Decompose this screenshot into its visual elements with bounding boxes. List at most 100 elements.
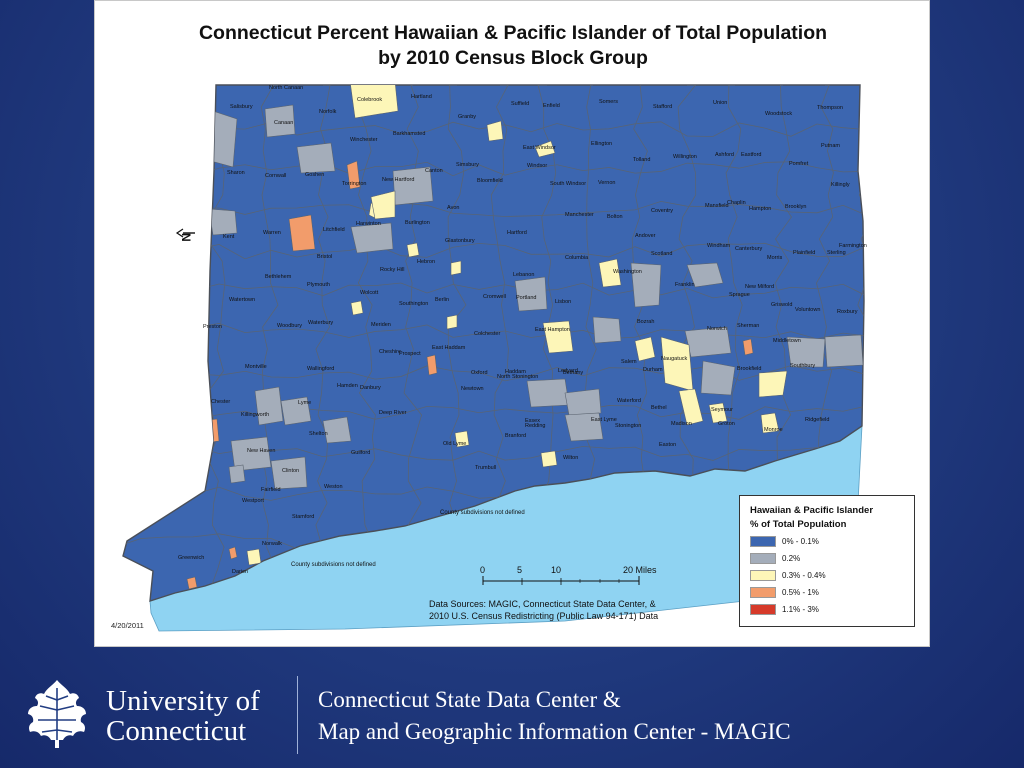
town-label: Essex: [525, 418, 540, 424]
town-label: Canton: [425, 168, 443, 174]
scale-bar: 0 5 10 20 Miles: [480, 565, 657, 585]
town-label: Harwinton: [356, 221, 381, 227]
block-group: [486, 120, 504, 142]
town-label: Avon: [447, 205, 459, 211]
town-label: Hebron: [417, 259, 435, 265]
block-group: [450, 260, 462, 276]
footer-center-line2: Map and Geographic Information Center - …: [318, 719, 791, 744]
town-label: Weston: [324, 484, 343, 490]
town-label: Bethel: [651, 405, 667, 411]
block-group: [406, 242, 420, 258]
town-label: Sherman: [737, 323, 759, 329]
town-label: Bolton: [607, 214, 623, 220]
footer-divider: [297, 676, 298, 754]
town-label: Hamden: [337, 383, 358, 389]
town-label: Sterling: [827, 250, 846, 256]
town-label: Woodbury: [277, 323, 302, 329]
block-group: [630, 262, 662, 308]
town-label: Watertown: [229, 297, 255, 303]
town-label: Brookfield: [737, 366, 761, 372]
town-label: Litchfield: [323, 227, 345, 233]
legend-title-line2: % of Total Population: [750, 519, 847, 530]
town-label: Easton: [659, 442, 676, 448]
town-label: East Hampton: [535, 327, 570, 333]
block-group: [246, 548, 262, 566]
block-group: [760, 412, 780, 434]
block-group: [454, 430, 470, 448]
map-legend: Hawaiian & Pacific Islander % of Total P…: [739, 495, 915, 627]
town-label: Granby: [458, 114, 476, 120]
map-overlay: [123, 85, 864, 601]
town-label: Eastford: [741, 152, 761, 158]
town-label: Berlin: [435, 297, 449, 303]
town-label: East Lyme: [591, 417, 617, 423]
block-group: [350, 222, 394, 254]
town-label: Norfolk: [319, 109, 337, 115]
town-label: Branford: [505, 433, 526, 439]
block-group: [592, 316, 622, 344]
block-group: [288, 214, 316, 252]
town-label: Darien: [232, 569, 248, 575]
town-label: Preston: [203, 324, 222, 330]
town-label: East Windsor: [523, 145, 556, 151]
town-label: Redding: [525, 423, 546, 429]
town-label: Voluntown: [795, 307, 820, 313]
note-subdivisions-2: County subdivisions not defined: [291, 562, 376, 568]
town-label: Thompson: [817, 105, 843, 111]
town-label: Hartland: [411, 94, 432, 100]
town-label: New Hartford: [382, 177, 414, 183]
town-label: Coventry: [651, 208, 673, 214]
block-group: [534, 140, 556, 158]
town-label: Seymour: [711, 407, 733, 413]
legend-label: 0.3% - 0.4%: [782, 570, 826, 580]
town-label: Cornwall: [265, 173, 286, 179]
town-label: Hampton: [749, 206, 771, 212]
town-label: Canaan: [274, 120, 293, 126]
scale-tick-0: 0: [480, 565, 485, 575]
legend-item: 0.3% - 0.4%: [750, 567, 904, 583]
legend-label: 1.1% - 3%: [782, 604, 819, 614]
town-label: Killingworth: [241, 412, 269, 418]
map-title: Connecticut Percent Hawaiian & Pacific I…: [95, 21, 931, 71]
block-group: [686, 262, 724, 288]
legend-swatch: [750, 552, 776, 564]
block-group: [350, 300, 364, 316]
town-label: Washington: [613, 269, 642, 275]
block-group: [758, 370, 788, 398]
block-group: [542, 320, 574, 354]
town-label: Brooklyn: [785, 204, 806, 210]
legend-title: Hawaiian & Pacific Islander % of Total P…: [750, 504, 904, 532]
town-label: Colchester: [474, 331, 500, 337]
town-label: New Milford: [745, 284, 774, 290]
north-label: N: [179, 233, 193, 242]
town-label: Stonington: [615, 423, 641, 429]
block-group: [228, 546, 238, 560]
scale-tick-10: 10: [551, 565, 561, 575]
block-group: [322, 416, 352, 444]
block-group: [700, 360, 736, 396]
block-group: [426, 354, 438, 376]
block-group: [634, 336, 656, 362]
map-panel: Connecticut Percent Hawaiian & Pacific I…: [94, 0, 930, 647]
block-group: [228, 464, 246, 484]
block-group: [708, 402, 728, 424]
town-label: Chaplin: [727, 200, 746, 206]
town-labels: North Canaan Colebrook Hartland Suffield Enf…: [178, 85, 867, 575]
town-label: Haddam: [505, 369, 526, 375]
town-label: Bethany: [563, 370, 583, 376]
block-group: [264, 104, 296, 138]
town-label: Willington: [673, 154, 697, 160]
town-label: Bloomfield: [477, 178, 503, 184]
map-title-line2: by 2010 Census Block Group: [378, 47, 648, 69]
town-label: Wolcott: [360, 290, 379, 296]
town-label: Roxbury: [837, 309, 858, 315]
town-label: Andover: [635, 233, 656, 239]
town-label: Vernon: [598, 180, 615, 186]
block-group: [526, 378, 570, 408]
town-label: Sharon: [227, 170, 245, 176]
town-label: Warren: [263, 230, 281, 236]
town-label: Union: [713, 100, 727, 106]
town-label: Windsor: [527, 163, 547, 169]
town-label: Rocky Hill: [380, 267, 404, 273]
